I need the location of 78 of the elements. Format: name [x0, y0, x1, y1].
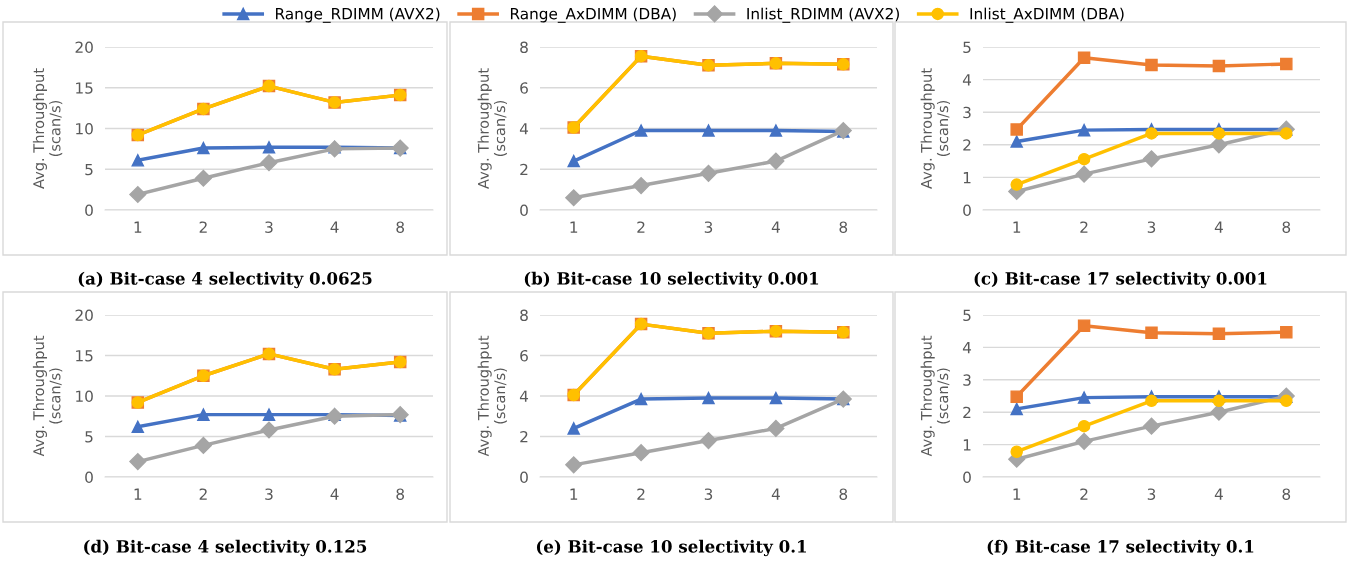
x-tick-label: 4 — [1214, 488, 1223, 500]
x-tick-label: 4 — [1214, 221, 1223, 233]
x-tick-label: 2 — [637, 221, 645, 233]
y-tick-label: 1 — [963, 439, 971, 451]
y-axis-title: Avg. Throughput (scan/s) — [920, 68, 950, 189]
y-tick-label: 3 — [963, 106, 971, 119]
y-tick-label: 4 — [519, 390, 529, 402]
legend-label: Inlist_AxDIMM (DBA) — [970, 7, 1124, 23]
y-tick-label: 4 — [962, 342, 972, 354]
y-tick-label: 0 — [520, 204, 528, 217]
x-tick-label: 8 — [1282, 221, 1291, 233]
text: (e) Bit-case 10 selectivity 0.1 — [536, 539, 806, 557]
text: (f) Bit-case 17 selectivity 0.1 — [987, 539, 1254, 557]
y-tick-label: 10 — [76, 122, 93, 135]
y-axis-title: Avg. Throughput (scan/s) — [32, 68, 63, 189]
x-tick-label: 4 — [330, 488, 339, 500]
y-axis-title: Avg. Throughput (scan/s) — [920, 335, 950, 457]
x-tick-label: 8 — [1282, 488, 1291, 500]
y-tick-label: 0 — [963, 471, 971, 484]
y-tick-label: 20 — [75, 309, 93, 322]
y-tick-label: 15 — [76, 82, 93, 94]
x-tick-label: 2 — [637, 488, 645, 500]
y-tick-label: 2 — [520, 430, 528, 443]
y-tick-label: 8 — [520, 309, 528, 322]
y-tick-label: 5 — [963, 41, 971, 54]
x-tick-label: 3 — [265, 221, 273, 233]
y-tick-label: 0 — [520, 471, 528, 484]
x-tick-label: 2 — [1080, 221, 1088, 233]
x-tick-label: 2 — [199, 221, 207, 233]
y-tick-label: 0 — [963, 204, 971, 217]
x-tick-label: 3 — [704, 221, 713, 233]
x-tick-label: 2 — [1080, 488, 1088, 500]
y-tick-label: 10 — [76, 390, 93, 403]
y-tick-label: 5 — [85, 163, 93, 176]
y-tick-label: 6 — [520, 349, 528, 362]
x-tick-label: 8 — [396, 221, 405, 233]
y-axis-title: Avg. Throughput (scan/s) — [477, 335, 507, 457]
x-tick-label: 2 — [199, 488, 207, 500]
x-tick-label: 8 — [839, 221, 848, 233]
y-tick-label: 0 — [85, 204, 93, 217]
y-axis-title: Avg. Throughput (scan/s) — [32, 335, 63, 457]
y-tick-label: 2 — [520, 163, 528, 176]
legend-label: Inlist_RDIMM (AVX2) — [747, 7, 899, 23]
y-tick-label: 3 — [963, 374, 971, 386]
y-tick-label: 8 — [520, 41, 528, 54]
x-tick-label: 3 — [704, 488, 713, 500]
x-tick-label: 4 — [330, 221, 339, 233]
text: (b) Bit-case 10 selectivity 0.001 — [524, 271, 819, 289]
y-tick-label: 6 — [520, 82, 528, 94]
y-tick-label: 4 — [962, 74, 972, 86]
x-tick-label: 8 — [839, 488, 848, 500]
x-tick-label: 3 — [265, 488, 273, 500]
x-tick-label: 1 — [1013, 221, 1021, 233]
text: (c) Bit-case 17 selectivity 0.001 — [974, 271, 1267, 289]
y-tick-label: 5 — [85, 431, 93, 443]
x-tick-label: 1 — [134, 488, 142, 500]
x-tick-label: 1 — [1013, 488, 1021, 500]
y-tick-label: 20 — [75, 41, 93, 54]
y-tick-label: 5 — [963, 309, 971, 322]
x-tick-label: 8 — [396, 488, 405, 500]
text: (d) Bit-case 4 selectivity 0.125 — [84, 539, 367, 557]
legend-label: Range_AxDIMM (DBA) — [510, 7, 676, 23]
x-tick-label: 4 — [771, 221, 780, 233]
y-tick-label: 0 — [85, 471, 93, 484]
x-tick-label: 1 — [570, 221, 578, 233]
y-tick-label: 4 — [519, 123, 529, 135]
legend-label: Range_RDIMM (AVX2) — [276, 7, 440, 23]
x-tick-label: 4 — [771, 488, 780, 500]
x-tick-label: 1 — [134, 221, 142, 233]
x-tick-label: 3 — [1147, 221, 1156, 233]
text: (a) Bit-case 4 selectivity 0.0625 — [78, 271, 372, 289]
y-tick-label: 1 — [963, 172, 971, 184]
y-axis-title: Avg. Throughput (scan/s) — [477, 68, 507, 189]
x-tick-label: 3 — [1147, 488, 1156, 500]
y-tick-label: 15 — [76, 350, 93, 362]
y-tick-label: 2 — [963, 139, 971, 151]
x-tick-label: 1 — [570, 488, 578, 500]
y-tick-label: 2 — [963, 406, 971, 418]
